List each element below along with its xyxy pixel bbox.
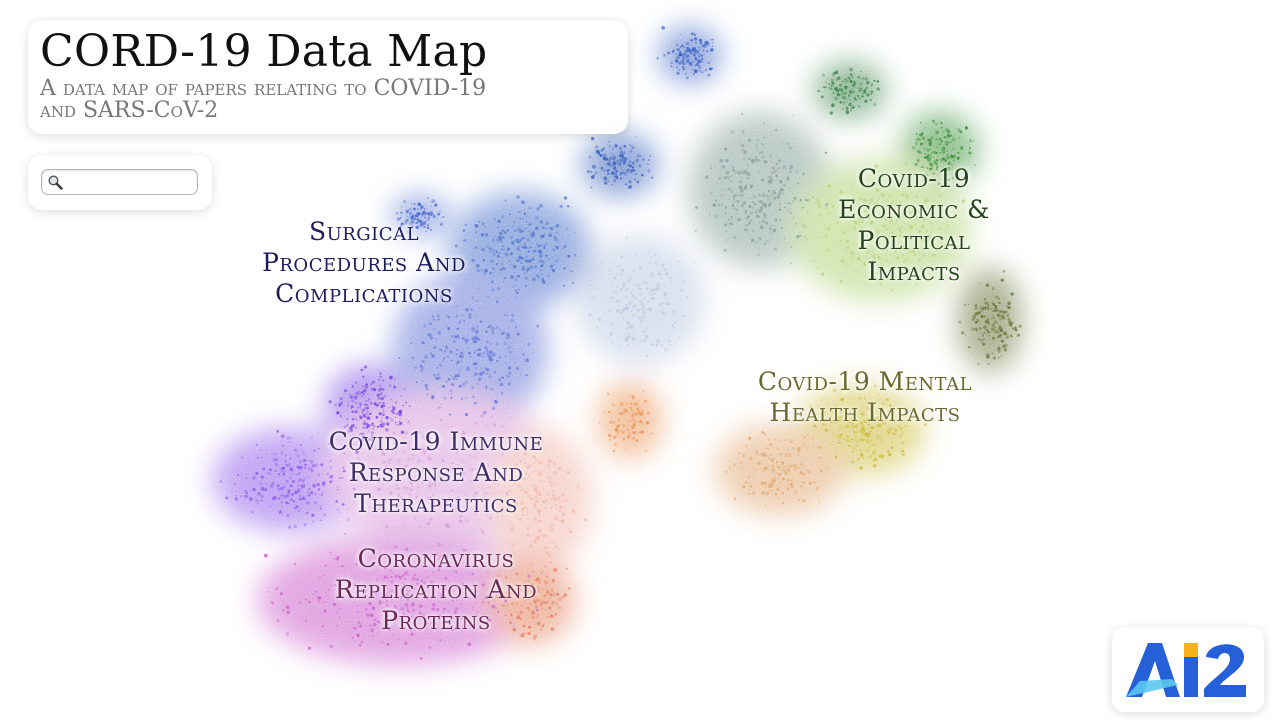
region-label-line: Economic & [838, 195, 990, 224]
region-label-line: Complications [275, 279, 453, 308]
region-label-economic[interactable]: Covid-19 Economic & Political Impacts [800, 163, 1028, 287]
region-label-line: Procedures And [262, 248, 466, 277]
map-subtitle: A data map of papers relating to COVID-1… [40, 78, 616, 122]
region-label-line: Covid-19 Mental [757, 367, 973, 396]
map-title: CORD-19 Data Map [40, 26, 488, 77]
region-label-line: Response And [348, 458, 524, 487]
region-label-immune[interactable]: Covid-19 Immune Response And Therapeutics [296, 426, 576, 519]
region-label-line: Covid-19 Immune [328, 427, 544, 456]
region-label-line: Impacts [867, 257, 961, 286]
ai2-logo-panel[interactable] [1112, 627, 1264, 712]
search-box[interactable] [41, 169, 198, 195]
search-panel [28, 155, 212, 210]
region-label-line: Coronavirus [357, 544, 515, 573]
region-label-line: Health Impacts [769, 398, 961, 427]
subtitle-line-2: and SARS-CoV-2 [40, 98, 219, 123]
subtitle-line-1: A data map of papers relating to COVID-1… [40, 76, 487, 101]
region-label-line: Political [857, 226, 971, 255]
search-input[interactable] [66, 172, 190, 190]
title-panel: CORD-19 Data Map A data map of papers re… [28, 20, 628, 134]
region-label-surgical[interactable]: Surgical Procedures And Complications [226, 216, 502, 309]
region-label-mental[interactable]: Covid-19 Mental Health Impacts [720, 366, 1010, 428]
region-label-line: Covid-19 [857, 164, 971, 193]
region-label-line: Proteins [381, 606, 491, 635]
region-label-line: Surgical [308, 217, 420, 246]
magnifier-icon [48, 175, 63, 190]
region-label-replication[interactable]: Coronavirus Replication And Proteins [296, 543, 576, 636]
region-label-line: Replication And [334, 575, 538, 604]
ai2-logo [1126, 643, 1246, 697]
region-label-line: Therapeutics [354, 489, 518, 518]
